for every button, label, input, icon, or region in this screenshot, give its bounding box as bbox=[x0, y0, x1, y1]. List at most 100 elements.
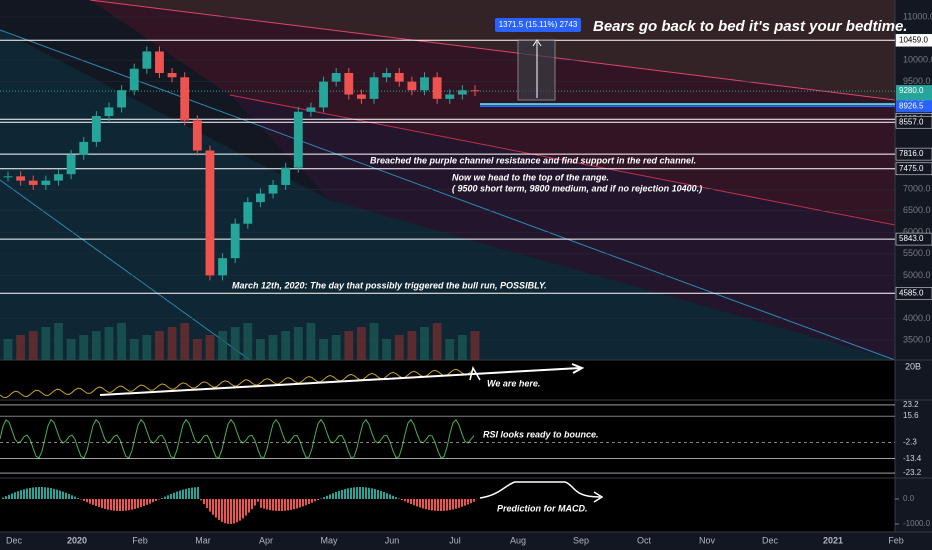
time-tick-label: May bbox=[320, 535, 338, 545]
time-tick-label: Apr bbox=[259, 535, 273, 545]
candle bbox=[457, 90, 467, 95]
volume-bar bbox=[407, 331, 417, 360]
candle bbox=[205, 150, 215, 276]
price-tick-label: 5500.0 bbox=[903, 248, 931, 258]
level-label: 8557.0 bbox=[899, 117, 924, 126]
candle bbox=[382, 72, 392, 78]
rsi-tick-label: -2.3 bbox=[903, 437, 917, 446]
candle bbox=[142, 51, 152, 69]
volume-bar bbox=[470, 331, 480, 360]
time-tick-label: Dec bbox=[6, 535, 23, 545]
price-tick-label: 10000.0 bbox=[903, 54, 932, 64]
volume-bar bbox=[41, 327, 51, 360]
time-tick-label: Mar bbox=[195, 535, 211, 545]
volume-bar bbox=[180, 323, 190, 360]
volume-bar bbox=[66, 339, 76, 360]
level-box bbox=[895, 232, 932, 246]
volume-bar bbox=[230, 327, 240, 360]
time-tick-label: 2021 bbox=[823, 535, 843, 545]
time-tick-label: 2020 bbox=[67, 535, 87, 545]
volume-bar bbox=[457, 335, 467, 360]
volume-bar bbox=[356, 327, 366, 360]
measure-label-box bbox=[495, 18, 581, 32]
candle bbox=[369, 77, 379, 99]
candle bbox=[91, 116, 101, 142]
candle bbox=[331, 72, 341, 82]
rsi-line bbox=[0, 418, 475, 459]
time-tick-label: Feb bbox=[888, 535, 904, 545]
note: Breached the purple channel resistance a… bbox=[370, 155, 696, 165]
candle bbox=[16, 176, 26, 181]
candle bbox=[243, 202, 253, 224]
candle bbox=[281, 167, 291, 185]
channel-line bbox=[229, 94, 896, 226]
note: We are here. bbox=[487, 378, 540, 388]
macd-tick-label: -1000.0 bbox=[903, 519, 931, 528]
time-tick-label: Feb bbox=[132, 535, 148, 545]
rsi-tick-label: -23.2 bbox=[903, 468, 922, 477]
volume-bar bbox=[192, 339, 202, 360]
macd-tick-label: 0.0 bbox=[903, 494, 915, 503]
volume-bar bbox=[344, 331, 354, 360]
candle bbox=[41, 180, 51, 185]
price-tick-label: 11000.0 bbox=[903, 11, 932, 21]
time-tick-label: Jul bbox=[449, 535, 461, 545]
level-label: 7475.0 bbox=[899, 164, 924, 173]
candle bbox=[192, 120, 202, 151]
candle bbox=[268, 184, 278, 194]
price-tick-label: 6000.0 bbox=[903, 227, 931, 237]
price-tick-label: 4000.0 bbox=[903, 313, 931, 323]
candle bbox=[306, 107, 316, 112]
measure-label: 1371.5 (15.11%) 2743 bbox=[499, 20, 578, 29]
trend-arrow bbox=[571, 363, 585, 374]
level-box bbox=[895, 34, 932, 47]
blue-channel bbox=[0, 30, 895, 360]
rsi-tick-label: -13.4 bbox=[903, 454, 922, 463]
level-label: 4585.0 bbox=[899, 288, 924, 297]
here-arrow bbox=[469, 366, 481, 381]
volume-panel bbox=[0, 360, 895, 400]
time-tick-label: Nov bbox=[699, 535, 716, 545]
volume-bar bbox=[369, 323, 379, 360]
candle bbox=[167, 72, 177, 78]
volume-bar bbox=[306, 323, 316, 360]
volume-bar bbox=[129, 339, 139, 360]
channel-line bbox=[89, 0, 896, 101]
channel-line bbox=[0, 179, 251, 361]
volume-bar bbox=[54, 323, 63, 360]
candle bbox=[3, 176, 13, 178]
ma-box bbox=[896, 100, 932, 113]
candle bbox=[432, 77, 442, 99]
note: RSI looks ready to bounce. bbox=[483, 429, 599, 439]
drawing: 11000.0 10000.0 9500.0 7000.0 6500.0 6000.0 55… bbox=[0, 11, 932, 545]
volume-bar bbox=[331, 335, 341, 360]
headline: Bears go back to bed it's past your bedt… bbox=[593, 18, 907, 35]
macd-prediction bbox=[479, 481, 601, 499]
volume-line bbox=[0, 368, 475, 399]
volume-bar bbox=[445, 339, 455, 360]
time-tick-label: Oct bbox=[637, 535, 652, 545]
note: March 12th, 2020: The day that possibly … bbox=[232, 280, 547, 290]
price-tick-label: 3500.0 bbox=[903, 334, 931, 344]
volume-bar bbox=[432, 323, 442, 360]
candle bbox=[180, 77, 190, 121]
volume-bar bbox=[16, 335, 26, 360]
time-tick-label: Jun bbox=[385, 535, 400, 545]
time-tick-label: Aug bbox=[510, 535, 526, 545]
note: Prediction for MACD. bbox=[497, 503, 588, 513]
channel-line bbox=[0, 29, 896, 361]
candle bbox=[155, 51, 164, 73]
level-label: 5843.0 bbox=[899, 234, 924, 243]
candle bbox=[218, 258, 227, 276]
volume-axis-label: 20B bbox=[905, 361, 921, 371]
volume-bar bbox=[268, 335, 278, 360]
candle bbox=[356, 94, 366, 99]
trend-arrow bbox=[99, 367, 581, 396]
volume-bar bbox=[3, 339, 13, 360]
top-zone bbox=[0, 0, 895, 100]
volume-bar bbox=[91, 331, 101, 360]
volume-bar bbox=[256, 339, 265, 360]
level-box bbox=[895, 162, 932, 176]
